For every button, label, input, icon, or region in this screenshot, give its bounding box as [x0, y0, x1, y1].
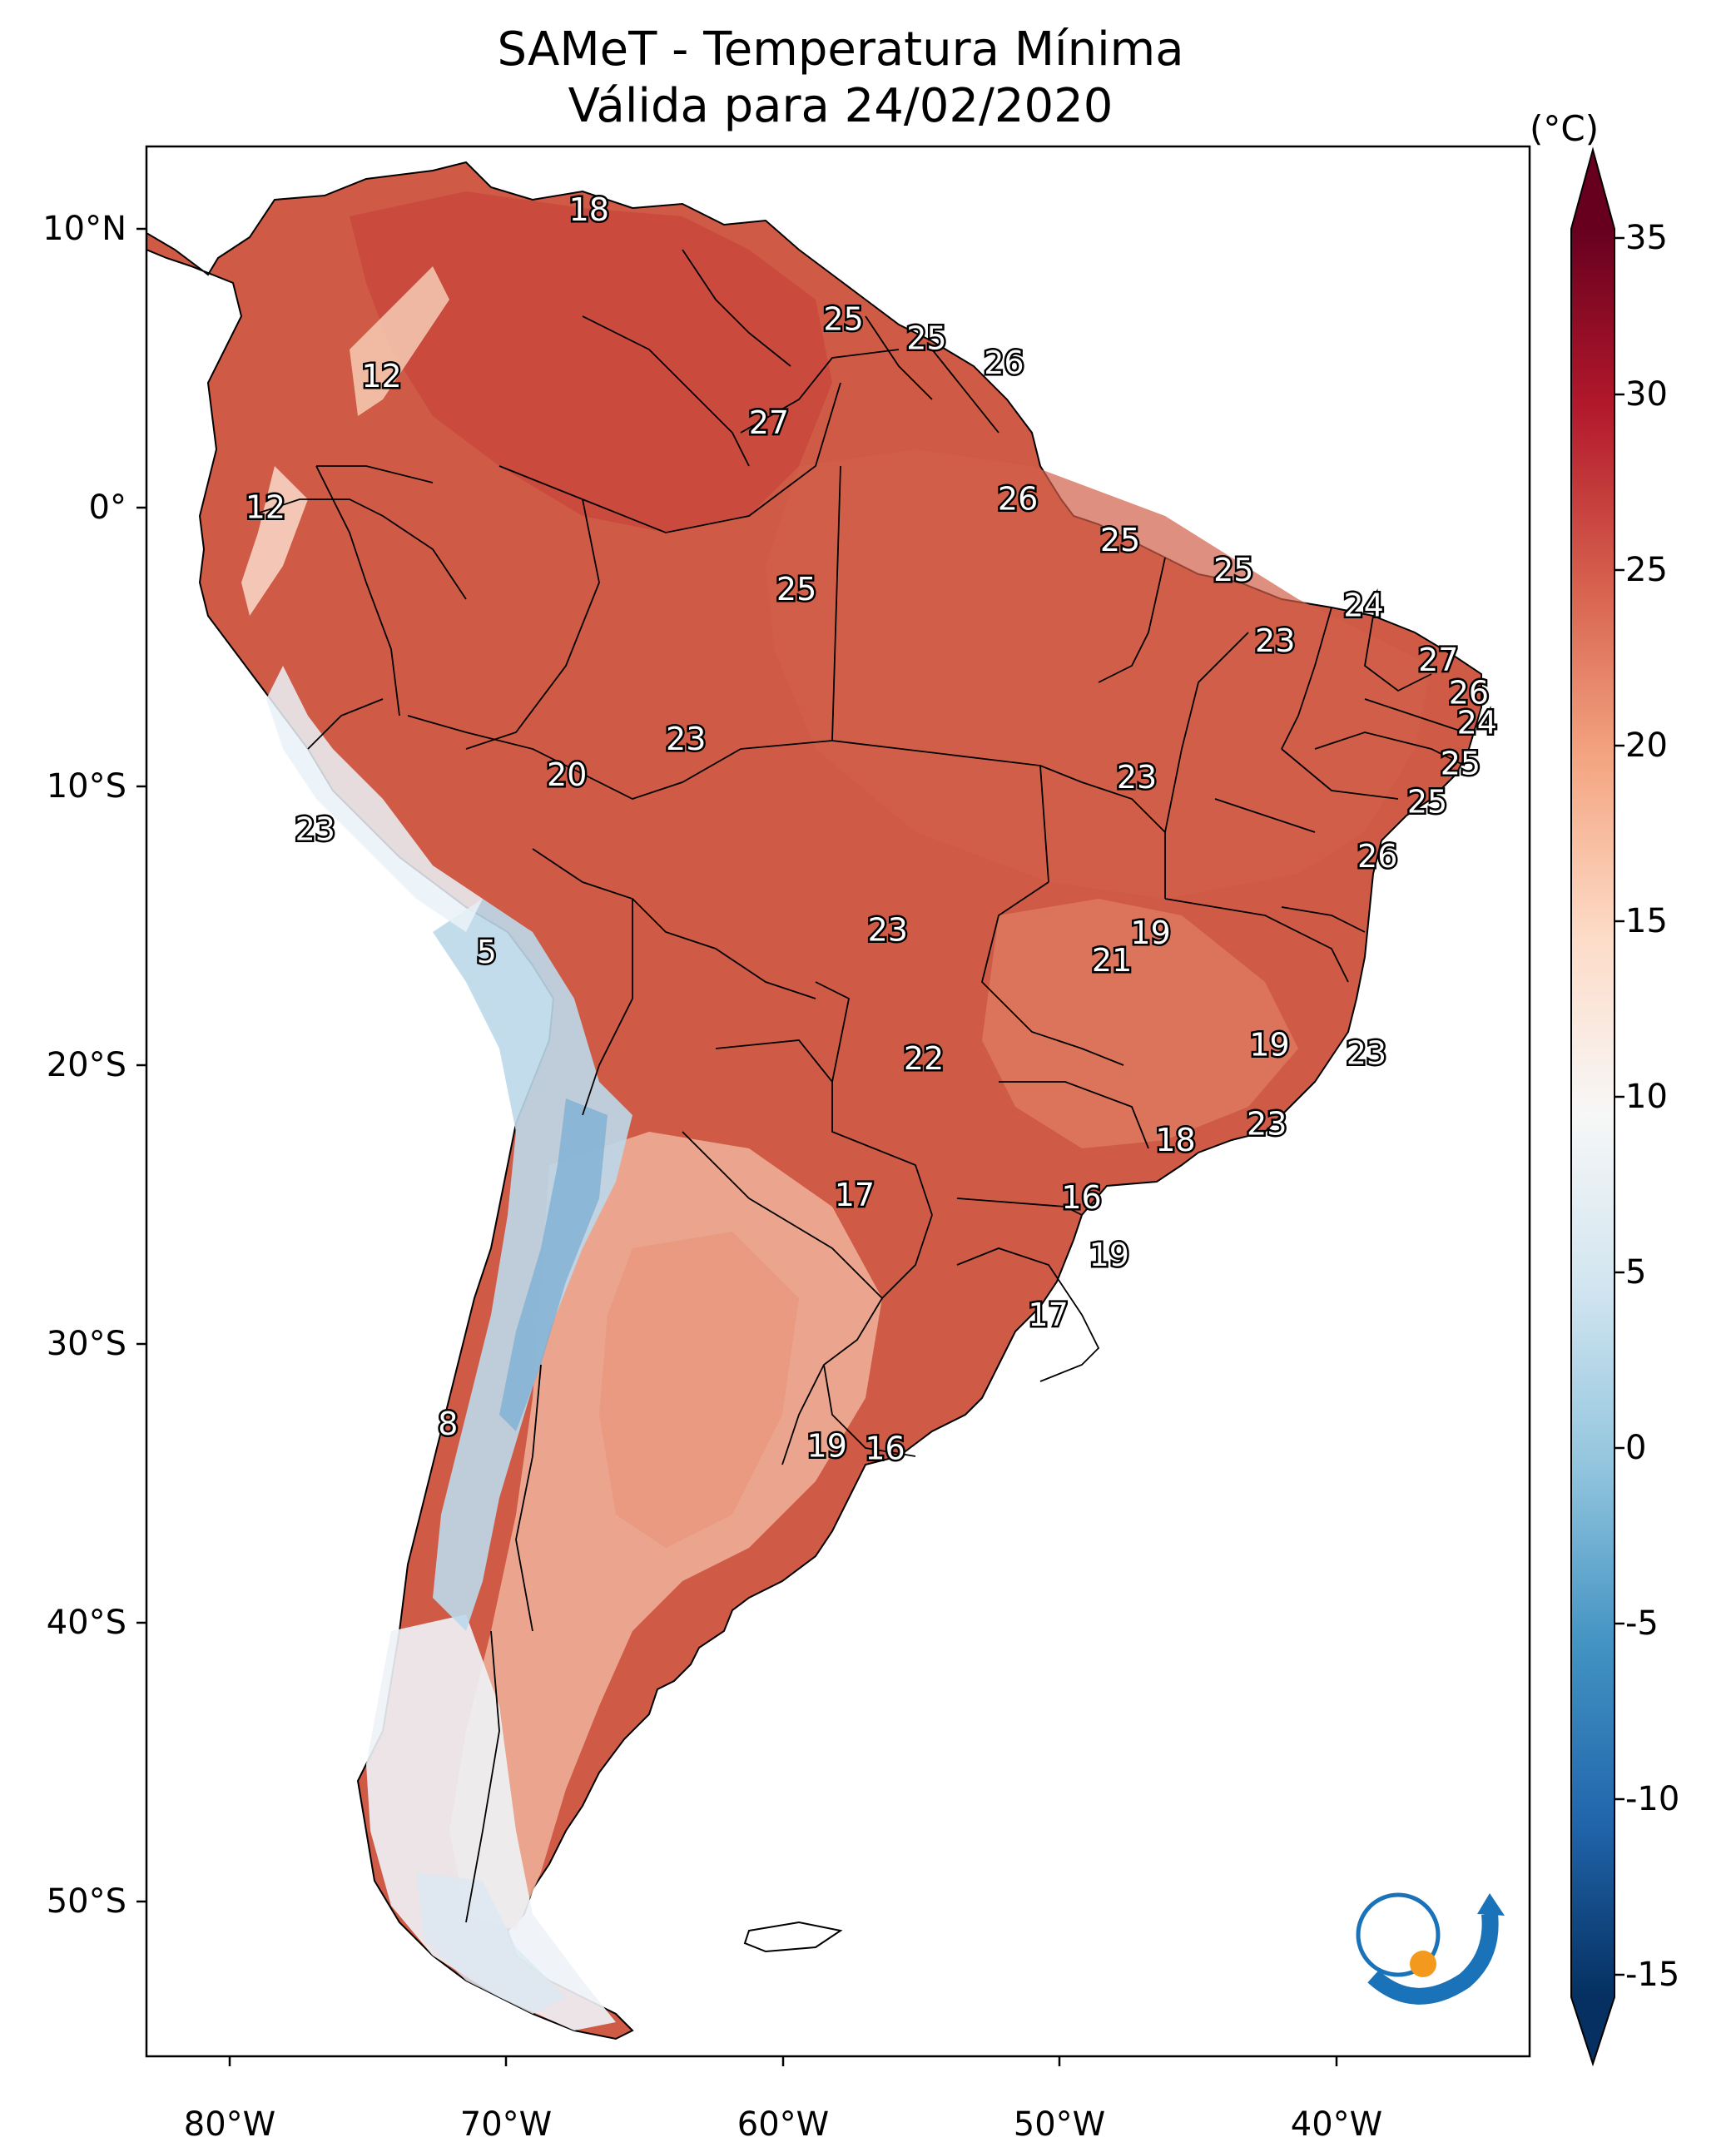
colorbar-tick-15: 15	[1625, 902, 1668, 940]
colorbar-tick-30: 30	[1625, 375, 1668, 414]
colorbar-tick-neg15: -15	[1625, 1956, 1680, 1994]
colorbar-fill	[1571, 229, 1614, 1997]
lon-label-50w: 50°W	[1013, 2105, 1106, 2144]
temperature-value-label: 23	[666, 721, 706, 757]
temperature-value-label: 23	[1347, 1034, 1386, 1071]
temperature-value-label: 23	[295, 811, 335, 847]
colorbar-tick-25: 25	[1625, 551, 1668, 589]
temperature-value-label: 26	[1449, 675, 1489, 712]
temperature-value-label: 21	[1092, 942, 1132, 979]
temperature-value-label: 18	[569, 191, 609, 228]
lon-label-40w: 40°W	[1290, 2105, 1383, 2144]
colorbar-tick-0: 0	[1625, 1429, 1647, 1467]
temperature-value-label: 27	[749, 404, 789, 441]
colorbar-tick-10: 10	[1625, 1078, 1668, 1116]
colorbar-bottom-arrow	[1571, 1997, 1614, 2064]
colorbar-tick-neg5: -5	[1625, 1604, 1659, 1643]
lat-label-30s: 30°S	[46, 1325, 126, 1363]
temperature-value-label: 19	[1089, 1237, 1129, 1273]
colorbar-outline	[1570, 146, 1615, 2067]
temperature-value-label: 23	[868, 912, 908, 949]
temperature-value-label: 25	[1100, 522, 1140, 558]
lat-label-10n: 10°N	[42, 210, 126, 248]
lon-label-70w: 70°W	[459, 2105, 553, 2144]
lat-label-20s: 20°S	[46, 1046, 126, 1084]
lat-label-50s: 50°S	[46, 1882, 126, 1921]
temperature-value-label: 16	[865, 1431, 905, 1467]
lon-label-60w: 60°W	[737, 2105, 830, 2144]
temperature-value-label: 23	[1255, 622, 1295, 659]
temperature-value-label: 12	[361, 358, 401, 394]
temperature-value-label: 17	[835, 1177, 875, 1213]
temperature-value-label: 22	[904, 1040, 944, 1077]
lat-ticks	[136, 227, 146, 1903]
temperature-value-label: 25	[1213, 552, 1253, 588]
map-title: SAMeT - Temperatura Mínima	[497, 22, 1184, 77]
inpe-logo	[1356, 1892, 1505, 2005]
temperature-value-label: 19	[1130, 915, 1170, 951]
temperature-value-label: 23	[1117, 759, 1157, 796]
colorbar-tick-20: 20	[1625, 726, 1668, 765]
temperature-value-label: 24	[1457, 705, 1497, 741]
colorbar-tick-neg10: -10	[1625, 1780, 1680, 1818]
lon-ticks	[228, 2056, 1338, 2066]
colorbar-unit: (°C)	[1530, 108, 1600, 149]
map-frame	[145, 145, 1531, 2058]
temperature-value-label: 27	[1418, 642, 1458, 678]
map-subtitle: Válida para 24/02/2020	[568, 79, 1114, 133]
temperature-value-label: 8	[438, 1406, 458, 1442]
lat-label-0: 0°	[88, 488, 126, 527]
temperature-value-label: 5	[477, 934, 497, 970]
temperature-value-label: 25	[776, 571, 816, 607]
temperature-value-label: 19	[807, 1427, 847, 1464]
temperature-value-label: 19	[1249, 1026, 1289, 1063]
falkland-islands	[743, 1921, 843, 1953]
temperature-value-label: 24	[1343, 588, 1383, 624]
colorbar-tick-35: 35	[1625, 219, 1668, 257]
colorbar-ticks	[1614, 236, 1624, 1976]
colorbar	[1570, 146, 1624, 2067]
temperature-value-label: 25	[906, 320, 946, 356]
colorbar-tick-5: 5	[1625, 1253, 1647, 1292]
temperature-value-label: 26	[984, 345, 1024, 381]
temperature-value-label: 17	[1028, 1297, 1068, 1333]
temperature-value-label: 25	[1441, 746, 1481, 782]
colorbar-top-arrow	[1571, 150, 1614, 229]
country-borders	[249, 249, 1466, 1923]
temperature-value-label: 23	[1247, 1106, 1287, 1143]
temperature-value-label: 26	[998, 481, 1038, 518]
temperature-value-label: 12	[246, 489, 285, 526]
lat-label-10s: 10°S	[46, 767, 126, 806]
landmass-group	[146, 161, 1482, 2040]
temperature-value-label: 26	[1357, 838, 1397, 875]
temperature-value-label: 20	[547, 756, 587, 793]
lon-label-80w: 80°W	[183, 2105, 276, 2144]
lat-label-40s: 40°S	[46, 1604, 126, 1642]
temperature-value-label: 16	[1061, 1179, 1101, 1216]
temperature-value-label: 18	[1155, 1122, 1195, 1158]
temperature-value-label: 25	[823, 300, 863, 337]
temperature-value-label: 25	[1407, 784, 1447, 821]
